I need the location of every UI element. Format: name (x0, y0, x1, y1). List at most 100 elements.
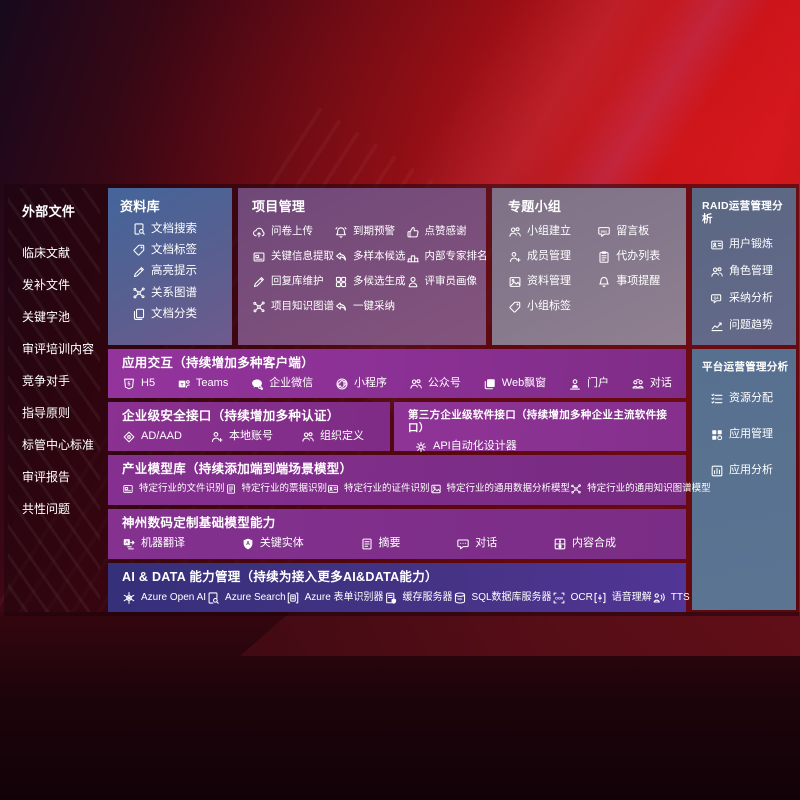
id-card-icon (327, 483, 339, 495)
feature-item: 到期预警 (334, 225, 406, 239)
file-recognition-icon (122, 483, 134, 495)
feature-label: 摘要 (378, 537, 401, 550)
feature-label: Web飘窗 (501, 377, 547, 390)
openai-icon (122, 591, 136, 605)
feature-item: 评审员画像 (406, 275, 488, 289)
feature-item: 高亮提示 (132, 264, 232, 278)
card-text-icon (252, 250, 266, 264)
section-repository: 资料库 文档搜索 文档标签 高亮提示 关系图谱 文档分类 (108, 188, 232, 345)
section-raid-analytics: RAID运营管理分析 用户锻炼 角色管理 QA 采纳分析 问题趋势 (692, 188, 796, 345)
feature-item: Azure Search (206, 591, 286, 605)
feature-label: AD/AAD (141, 430, 182, 443)
web-window-icon (483, 377, 497, 391)
receipt-recognition-icon (225, 483, 237, 495)
person-icon (406, 275, 420, 289)
feature-item: 资源分配 (710, 392, 792, 406)
photo-icon (508, 275, 522, 289)
feature-label: 本地账号 (228, 430, 273, 443)
feature-label: 资料管理 (527, 274, 571, 287)
svg-text:T: T (181, 382, 184, 388)
podium-icon (406, 250, 420, 264)
section-security-interfaces: 企业级安全接口（持续增加多种认证） AD/AAD 本地账号 组织定义 (108, 402, 390, 451)
feature-label: 留言板 (616, 224, 650, 237)
feature-label: 评审员画像 (424, 275, 478, 288)
feature-label: 多候选生成 (353, 275, 406, 288)
section-project-management: 项目管理 问卷上传 到期预警 点赞感谢 关键信息提取 多样本候选 内部专家排名 回复库维护 多… (238, 188, 488, 345)
people-icon (710, 265, 724, 279)
feature-item: 指导原则 (22, 406, 100, 421)
section-ai-data-management: AI & DATA 能力管理（持续为接入更多AI&DATA能力） Azure O… (108, 563, 690, 612)
section-title: 资料库 (120, 199, 160, 214)
feature-label: 角色管理 (729, 265, 773, 278)
feature-item: BBS 留言板 (597, 225, 680, 239)
section-title: AI & DATA 能力管理（持续为接入更多AI&DATA能力） (122, 570, 438, 584)
feature-label: 企业微信 (269, 377, 314, 390)
section-title: 产业模型库（持续添加端到端场景模型） (122, 462, 353, 476)
knowledge-graph-icon (570, 483, 582, 495)
svg-text:OCR: OCR (555, 596, 563, 600)
feature-label: 内部专家排名 (424, 250, 488, 263)
feature-label: 用户锻炼 (729, 238, 773, 251)
section-title: 神州数码定制基础模型能力 (122, 516, 276, 530)
compose-icon (553, 537, 567, 551)
feature-item: T Teams (177, 377, 228, 391)
feature-item: Azure 表单识别器 (286, 591, 384, 605)
feature-item: 特定行业的证件识别 (327, 483, 430, 495)
data-analysis-model-icon (430, 483, 442, 495)
dialog-icon (631, 377, 645, 391)
feature-label: 关键信息提取 (271, 250, 334, 263)
shield-icon (122, 430, 136, 444)
portal-icon (568, 377, 582, 391)
svg-text:A: A (246, 541, 250, 547)
section-external-files: 外部文件 临床文献 发补文件 关键字池 审评培训内容 竞争对手 指导原则 标管中心标准 审评报… (8, 188, 100, 612)
section-title: 企业级安全接口（持续增加多种认证） (122, 409, 340, 423)
feature-item: 关键字池 (22, 310, 100, 325)
feature-label: Azure Open AI (141, 591, 207, 603)
svg-text:BBS: BBS (601, 229, 607, 233)
feature-label: 缓存服务器 (402, 591, 453, 603)
feature-item: 应用管理 (710, 428, 792, 442)
feature-label: 公众号 (427, 377, 461, 390)
feature-label: 问题趋势 (729, 319, 773, 332)
section-thirdparty-interfaces: 第三方企业级软件接口（持续增加多种企业主流软件接口） API自动化设计器 (394, 402, 686, 454)
feature-label: 文档搜索 (151, 222, 197, 235)
platform-analytics-list: 资源分配应用管理应用分析 (702, 392, 792, 478)
feature-item: 标管中心标准 (22, 438, 100, 453)
thumbs-up-icon (406, 225, 420, 239)
feature-label: 多样本候选 (353, 250, 406, 263)
doc-search-icon (132, 222, 146, 236)
feature-item: OCR OCR (552, 591, 593, 605)
org-icon (301, 430, 315, 444)
task-list-icon (710, 392, 724, 406)
feature-label: 特定行业的通用知识图谱模型 (587, 483, 711, 495)
feature-item: API自动化设计器 (414, 440, 517, 454)
local-account-icon (210, 430, 224, 444)
feature-item: 用户锻炼 (710, 238, 792, 252)
feature-item: 一键采纳 (334, 300, 406, 314)
feature-item: Azure Open AI (122, 591, 206, 605)
trend-chart-icon (710, 319, 724, 333)
tts-icon (652, 591, 666, 605)
feature-item: 成员管理 (508, 250, 597, 264)
feature-item: TTS (652, 591, 690, 605)
repository-list: 文档搜索 文档标签 高亮提示 关系图谱 文档分类 (120, 222, 232, 322)
feature-item: 特定行业的文件识别 (122, 483, 225, 495)
feature-label: 小组建立 (527, 224, 571, 237)
svg-text:SQL: SQL (457, 597, 463, 601)
bbs-icon: BBS (597, 225, 611, 239)
app-interaction-list: 5 H5 T Teams 企业微信 小程序 公众号 Web飘窗 门户 对话 (122, 377, 672, 391)
h5-icon: 5 (122, 377, 136, 391)
feature-label: 特定行业的证件识别 (344, 483, 430, 495)
app-chart-icon (710, 464, 724, 478)
section-topic-groups: 专题小组 小组建立 BBS 留言板 成员管理 代办列表 资料管理 事项提醒 小组标签 (492, 188, 686, 345)
feature-item: 文档标签 (132, 243, 232, 257)
feature-item: 摘要 (360, 537, 401, 551)
feature-item: 对话 (631, 377, 672, 391)
security-interfaces-list: AD/AAD 本地账号 组织定义 (122, 430, 376, 444)
alarm-icon (334, 225, 348, 239)
feature-label: 应用分析 (729, 463, 773, 476)
feature-item: 特定行业的票据识别 (225, 483, 327, 495)
wecom-icon (250, 377, 264, 391)
feature-label: 项目知识图谱 (271, 300, 334, 313)
